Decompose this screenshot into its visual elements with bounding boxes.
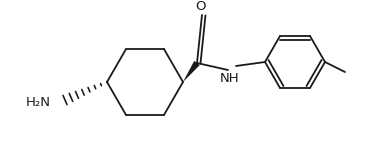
- Polygon shape: [183, 61, 200, 82]
- Text: O: O: [196, 0, 206, 13]
- Text: H₂N: H₂N: [26, 96, 51, 108]
- Text: NH: NH: [220, 72, 240, 84]
